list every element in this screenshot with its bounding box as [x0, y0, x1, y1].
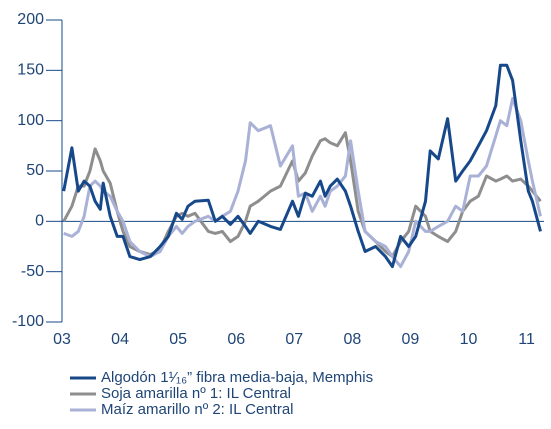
x-tick-label: 03 — [53, 331, 71, 348]
y-tick-label: 200 — [17, 11, 44, 28]
y-tick-label: 50 — [26, 162, 44, 179]
series-line — [62, 63, 542, 269]
x-tick-label: 08 — [343, 331, 361, 348]
x-tick-label: 06 — [227, 331, 245, 348]
x-tick-label: 09 — [402, 331, 420, 348]
y-tick-label: 100 — [17, 112, 44, 129]
y-tick-label: 150 — [17, 62, 44, 79]
series-line — [62, 131, 542, 259]
y-tick-label: -100 — [12, 313, 44, 330]
x-tick-label: 07 — [285, 331, 303, 348]
x-tick-label: 10 — [460, 331, 478, 348]
series-line — [63, 97, 542, 269]
x-tick-label: 04 — [111, 331, 129, 348]
legend-label: Algodón 1¹⁄₁₆” fibra media-baja, Memphis — [101, 369, 373, 386]
y-tick-label: -50 — [21, 263, 44, 280]
x-tick-label: 05 — [169, 331, 187, 348]
legend-label: Soja amarilla nº 1: IL Central — [101, 385, 291, 402]
y-tick-label: 0 — [35, 213, 44, 230]
x-tick-label: 11 — [518, 331, 535, 348]
legend-label: Maíz amarillo nº 2: IL Central — [101, 401, 294, 418]
